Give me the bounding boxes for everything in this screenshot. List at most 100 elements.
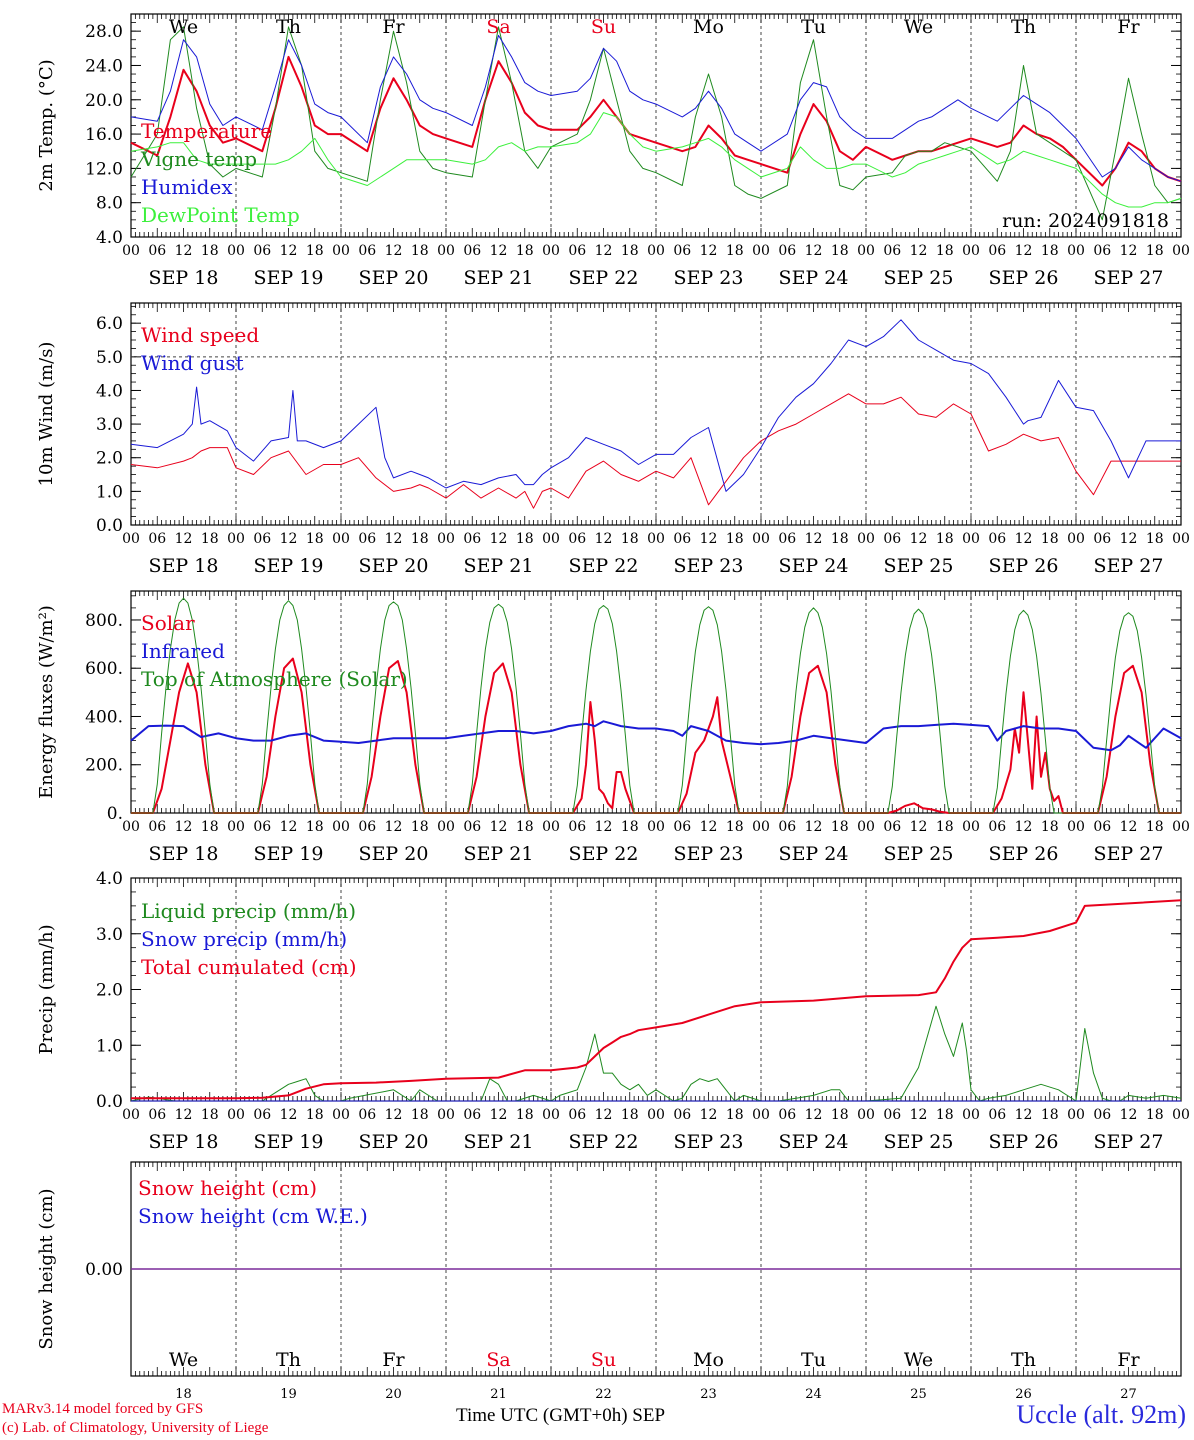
y-tick-label: 3.0	[96, 415, 123, 435]
y-tick-label: 28.0	[85, 22, 123, 42]
weekday-label: We	[904, 16, 933, 38]
date-label: SEP 19	[254, 267, 324, 289]
legend-entry: Infrared	[141, 639, 225, 663]
hour-tick-label: 06	[1093, 243, 1111, 259]
hour-tick-label: 12	[280, 1107, 298, 1123]
hour-tick-label: 00	[962, 819, 980, 835]
hour-tick-label: 06	[778, 531, 796, 547]
weekday-label: Su	[591, 1349, 616, 1371]
hour-tick-label: 12	[700, 1107, 718, 1123]
hour-tick-label: 00	[962, 1107, 980, 1123]
date-label: SEP 18	[149, 555, 219, 577]
hour-tick-label: 18	[1146, 531, 1164, 547]
hour-tick-label: 00	[962, 243, 980, 259]
weekday-label: Tu	[801, 16, 826, 38]
hour-tick-label: 06	[148, 819, 166, 835]
date-label: SEP 23	[674, 1131, 744, 1153]
y-tick-label: 4.0	[96, 381, 123, 401]
legend-entry: Temperature	[141, 119, 272, 143]
y-tick-label: 24.0	[85, 56, 123, 76]
hour-tick-label: 18	[516, 1107, 534, 1123]
date-label: SEP 25	[884, 1131, 954, 1153]
day-number-label: 26	[1015, 1387, 1032, 1402]
hour-tick-label: 06	[358, 531, 376, 547]
hour-tick-label: 18	[1146, 819, 1164, 835]
hour-tick-label: 18	[1146, 243, 1164, 259]
legend-entry: DewPoint Temp	[141, 203, 300, 227]
date-label: SEP 27	[1094, 1131, 1164, 1153]
date-label: SEP 24	[779, 843, 849, 865]
hour-tick-label: 00	[227, 1107, 245, 1123]
series-line-infrared	[130, 720, 1182, 752]
hour-tick-label: 06	[148, 1107, 166, 1123]
hour-tick-label: 00	[542, 1107, 560, 1123]
hour-tick-label: 06	[463, 531, 481, 547]
day-number-label: 24	[805, 1387, 822, 1402]
hour-tick-label: 00	[1067, 531, 1085, 547]
date-label: SEP 23	[674, 843, 744, 865]
date-label: SEP 26	[989, 1131, 1059, 1153]
run-label: run: 2024091818	[1002, 210, 1169, 232]
hour-tick-label: 06	[883, 1107, 901, 1123]
day-number-label: 22	[595, 1387, 612, 1402]
hour-tick-label: 06	[568, 819, 586, 835]
hour-tick-label: 12	[1015, 1107, 1033, 1123]
weekday-label: We	[169, 1349, 198, 1371]
hour-tick-label: 00	[227, 819, 245, 835]
y-tick-label: 6.0	[96, 314, 123, 334]
hour-tick-label: 00	[122, 819, 140, 835]
series-line-wind-speed	[130, 393, 1181, 509]
hour-tick-label: 18	[831, 1107, 849, 1123]
date-label: SEP 18	[149, 843, 219, 865]
date-label: SEP 22	[569, 1131, 639, 1153]
hour-tick-label: 00	[332, 531, 350, 547]
panel-energy: 0. 200. 400. 600. 800. Energy fluxes (W/m²) So…	[36, 590, 1190, 865]
legend-entry: Wind speed	[141, 323, 259, 347]
hour-tick-label: 18	[411, 819, 429, 835]
series-line-vigne-temp	[130, 26, 1182, 221]
weekday-label: Mo	[693, 1349, 724, 1371]
hour-tick-label: 06	[253, 531, 271, 547]
y-tick-label: 3.0	[96, 925, 123, 945]
hour-tick-label: 12	[805, 1107, 823, 1123]
hour-tick-label: 06	[148, 243, 166, 259]
date-label: SEP 25	[884, 267, 954, 289]
hour-tick-label: 06	[778, 819, 796, 835]
date-label: SEP 21	[464, 1131, 534, 1153]
legend-entry: Top of Atmosphere (Solar)	[141, 667, 408, 691]
hour-tick-label: 06	[253, 243, 271, 259]
legend-entry: Total cumulated (cm)	[141, 955, 357, 979]
series-line-wind-gust	[130, 319, 1181, 492]
hour-tick-label: 18	[936, 531, 954, 547]
weekday-label: Fr	[1117, 16, 1140, 38]
hour-tick-label: 12	[385, 819, 403, 835]
hour-tick-label: 18	[621, 819, 639, 835]
y-tick-label: 800.	[85, 611, 123, 631]
hour-tick-label: 12	[595, 243, 613, 259]
x-axis-title: Time UTC (GMT+0h) SEP	[456, 1405, 665, 1427]
panel-temperature: 4.0 8.0 12.0 16.0 20.0 24.0 28.0 2m Temp. (°C) T…	[36, 13, 1190, 289]
hour-tick-label: 12	[1120, 819, 1138, 835]
hour-tick-label: 18	[306, 819, 324, 835]
day-number-label: 19	[280, 1387, 297, 1402]
hour-tick-label: 06	[988, 243, 1006, 259]
hour-tick-label: 00	[542, 243, 560, 259]
hour-tick-label: 00	[332, 819, 350, 835]
weekday-label: Fr	[382, 16, 405, 38]
date-label: SEP 24	[779, 555, 849, 577]
hour-tick-label: 18	[306, 243, 324, 259]
hour-tick-label: 18	[1041, 531, 1059, 547]
weekday-label: Th	[276, 16, 301, 38]
y-tick-label: 0.	[107, 804, 123, 824]
y-tick-label: 200.	[85, 756, 123, 776]
y-tick-label: 16.0	[85, 125, 123, 145]
hour-tick-label: 12	[385, 1107, 403, 1123]
hour-tick-label: 06	[1093, 1107, 1111, 1123]
hour-tick-label: 00	[857, 819, 875, 835]
hour-tick-label: 18	[936, 243, 954, 259]
y-tick-label: 2.0	[96, 449, 123, 469]
hour-tick-label: 18	[516, 243, 534, 259]
hour-tick-label: 00	[332, 243, 350, 259]
hour-tick-label: 18	[1041, 243, 1059, 259]
hour-tick-label: 06	[358, 1107, 376, 1123]
